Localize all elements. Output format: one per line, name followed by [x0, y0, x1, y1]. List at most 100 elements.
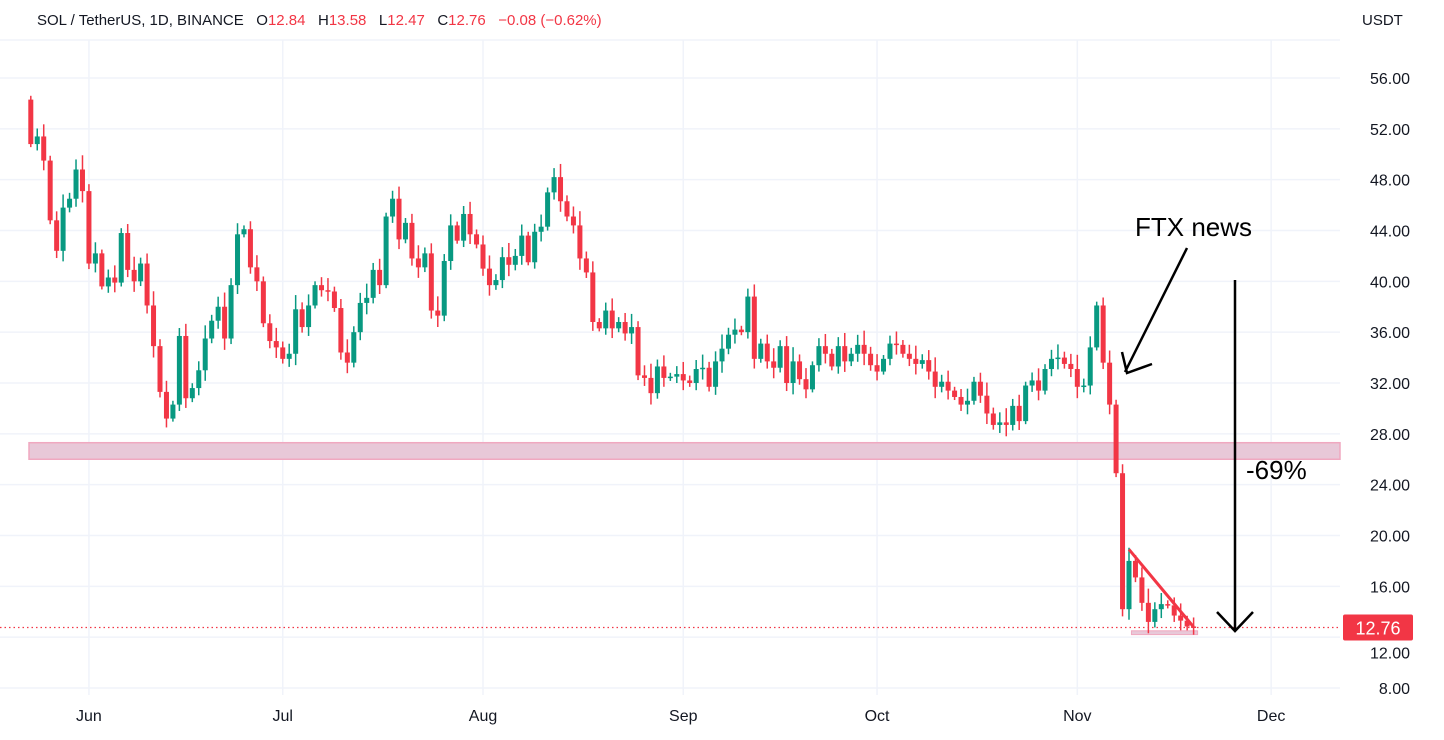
high-value: 13.58: [328, 12, 367, 29]
candle-body: [415, 258, 421, 268]
candle-body: [900, 344, 906, 354]
candle-body: [222, 306, 228, 339]
candle-body: [454, 225, 460, 241]
candle-body: [1074, 369, 1080, 387]
candle-body: [157, 346, 163, 392]
candle: [1113, 399, 1119, 478]
candle-body: [1003, 422, 1009, 425]
candle: [112, 265, 118, 293]
candle-body: [512, 255, 518, 265]
candle-body: [771, 361, 777, 368]
candle: [868, 346, 874, 371]
candle-body: [738, 329, 744, 333]
candle: [222, 292, 228, 350]
candle: [1107, 350, 1113, 415]
candle: [364, 283, 370, 315]
candle: [280, 341, 286, 364]
candle-body: [86, 191, 92, 264]
candle-body: [131, 269, 137, 282]
y-tick-label: 40.00: [1370, 274, 1410, 291]
candle: [945, 370, 951, 400]
candle-body: [835, 346, 841, 367]
candle-body: [564, 201, 570, 217]
symbol-title: SOL / TetherUS, 1D, BINANCE: [37, 12, 244, 29]
candle-body: [377, 269, 383, 286]
candle: [622, 312, 628, 341]
candle: [977, 372, 983, 403]
candle: [92, 242, 98, 273]
candle-body: [977, 381, 983, 396]
candle: [764, 334, 770, 369]
candle-body: [299, 309, 305, 328]
candle-body: [745, 296, 751, 333]
candle: [674, 366, 680, 384]
candle: [1003, 408, 1009, 437]
candle-body: [590, 272, 596, 322]
candle-body: [1094, 305, 1100, 348]
candle-body: [932, 371, 938, 387]
x-tick-label: Jun: [76, 708, 102, 725]
candle-body: [138, 263, 144, 282]
candle-body: [499, 257, 505, 281]
candle-body: [687, 380, 693, 383]
candle-body: [448, 225, 454, 261]
candle: [583, 251, 589, 278]
candle-body: [809, 365, 815, 390]
candle: [842, 332, 848, 372]
candle-body: [1165, 604, 1171, 606]
candle-body: [125, 233, 131, 270]
candle: [609, 298, 615, 339]
close-label: C: [437, 12, 449, 29]
y-tick-label: 20.00: [1370, 528, 1410, 545]
candle: [1036, 368, 1042, 401]
candle: [648, 363, 654, 405]
candle: [997, 412, 1003, 433]
candle: [228, 278, 234, 345]
candle: [118, 228, 124, 287]
candle-body: [680, 374, 686, 381]
candle-body: [79, 169, 85, 192]
candle-body: [558, 177, 564, 202]
candle: [441, 254, 447, 322]
candle: [738, 325, 744, 336]
candle: [558, 163, 564, 212]
candle-body: [861, 344, 867, 354]
open-label: O: [256, 12, 268, 29]
candle: [454, 221, 460, 244]
candle: [532, 223, 538, 269]
candle: [525, 231, 531, 266]
candle-body: [1061, 357, 1067, 364]
y-tick-label: 16.00: [1370, 579, 1410, 596]
candle-body: [1010, 405, 1016, 425]
y-tick-label: 12.00: [1370, 645, 1410, 662]
candle-body: [758, 343, 764, 359]
candle-body: [351, 332, 357, 363]
candle: [157, 339, 163, 398]
change-value: −0.08 (−0.62%): [498, 12, 602, 29]
candle-body: [118, 233, 124, 283]
candle: [467, 201, 473, 245]
x-tick-label: Nov: [1063, 708, 1091, 725]
candle-body: [913, 358, 919, 364]
candle-body: [267, 323, 273, 342]
candle-body: [486, 268, 492, 286]
candle: [338, 299, 344, 360]
x-tick-label: Aug: [469, 708, 497, 725]
candle-body: [984, 395, 990, 414]
candle: [286, 343, 292, 367]
candle: [461, 206, 467, 248]
candle-body: [402, 222, 408, 240]
candle: [971, 376, 977, 405]
candle-body: [965, 400, 970, 405]
candle: [383, 212, 389, 289]
candle: [170, 400, 176, 422]
candle-body: [202, 338, 208, 371]
candle: [183, 323, 189, 408]
candle: [706, 361, 712, 392]
candle: [1178, 603, 1184, 631]
candle: [428, 243, 434, 319]
candle: [247, 221, 253, 274]
high-label: H: [318, 12, 329, 29]
candle-body: [461, 213, 467, 241]
